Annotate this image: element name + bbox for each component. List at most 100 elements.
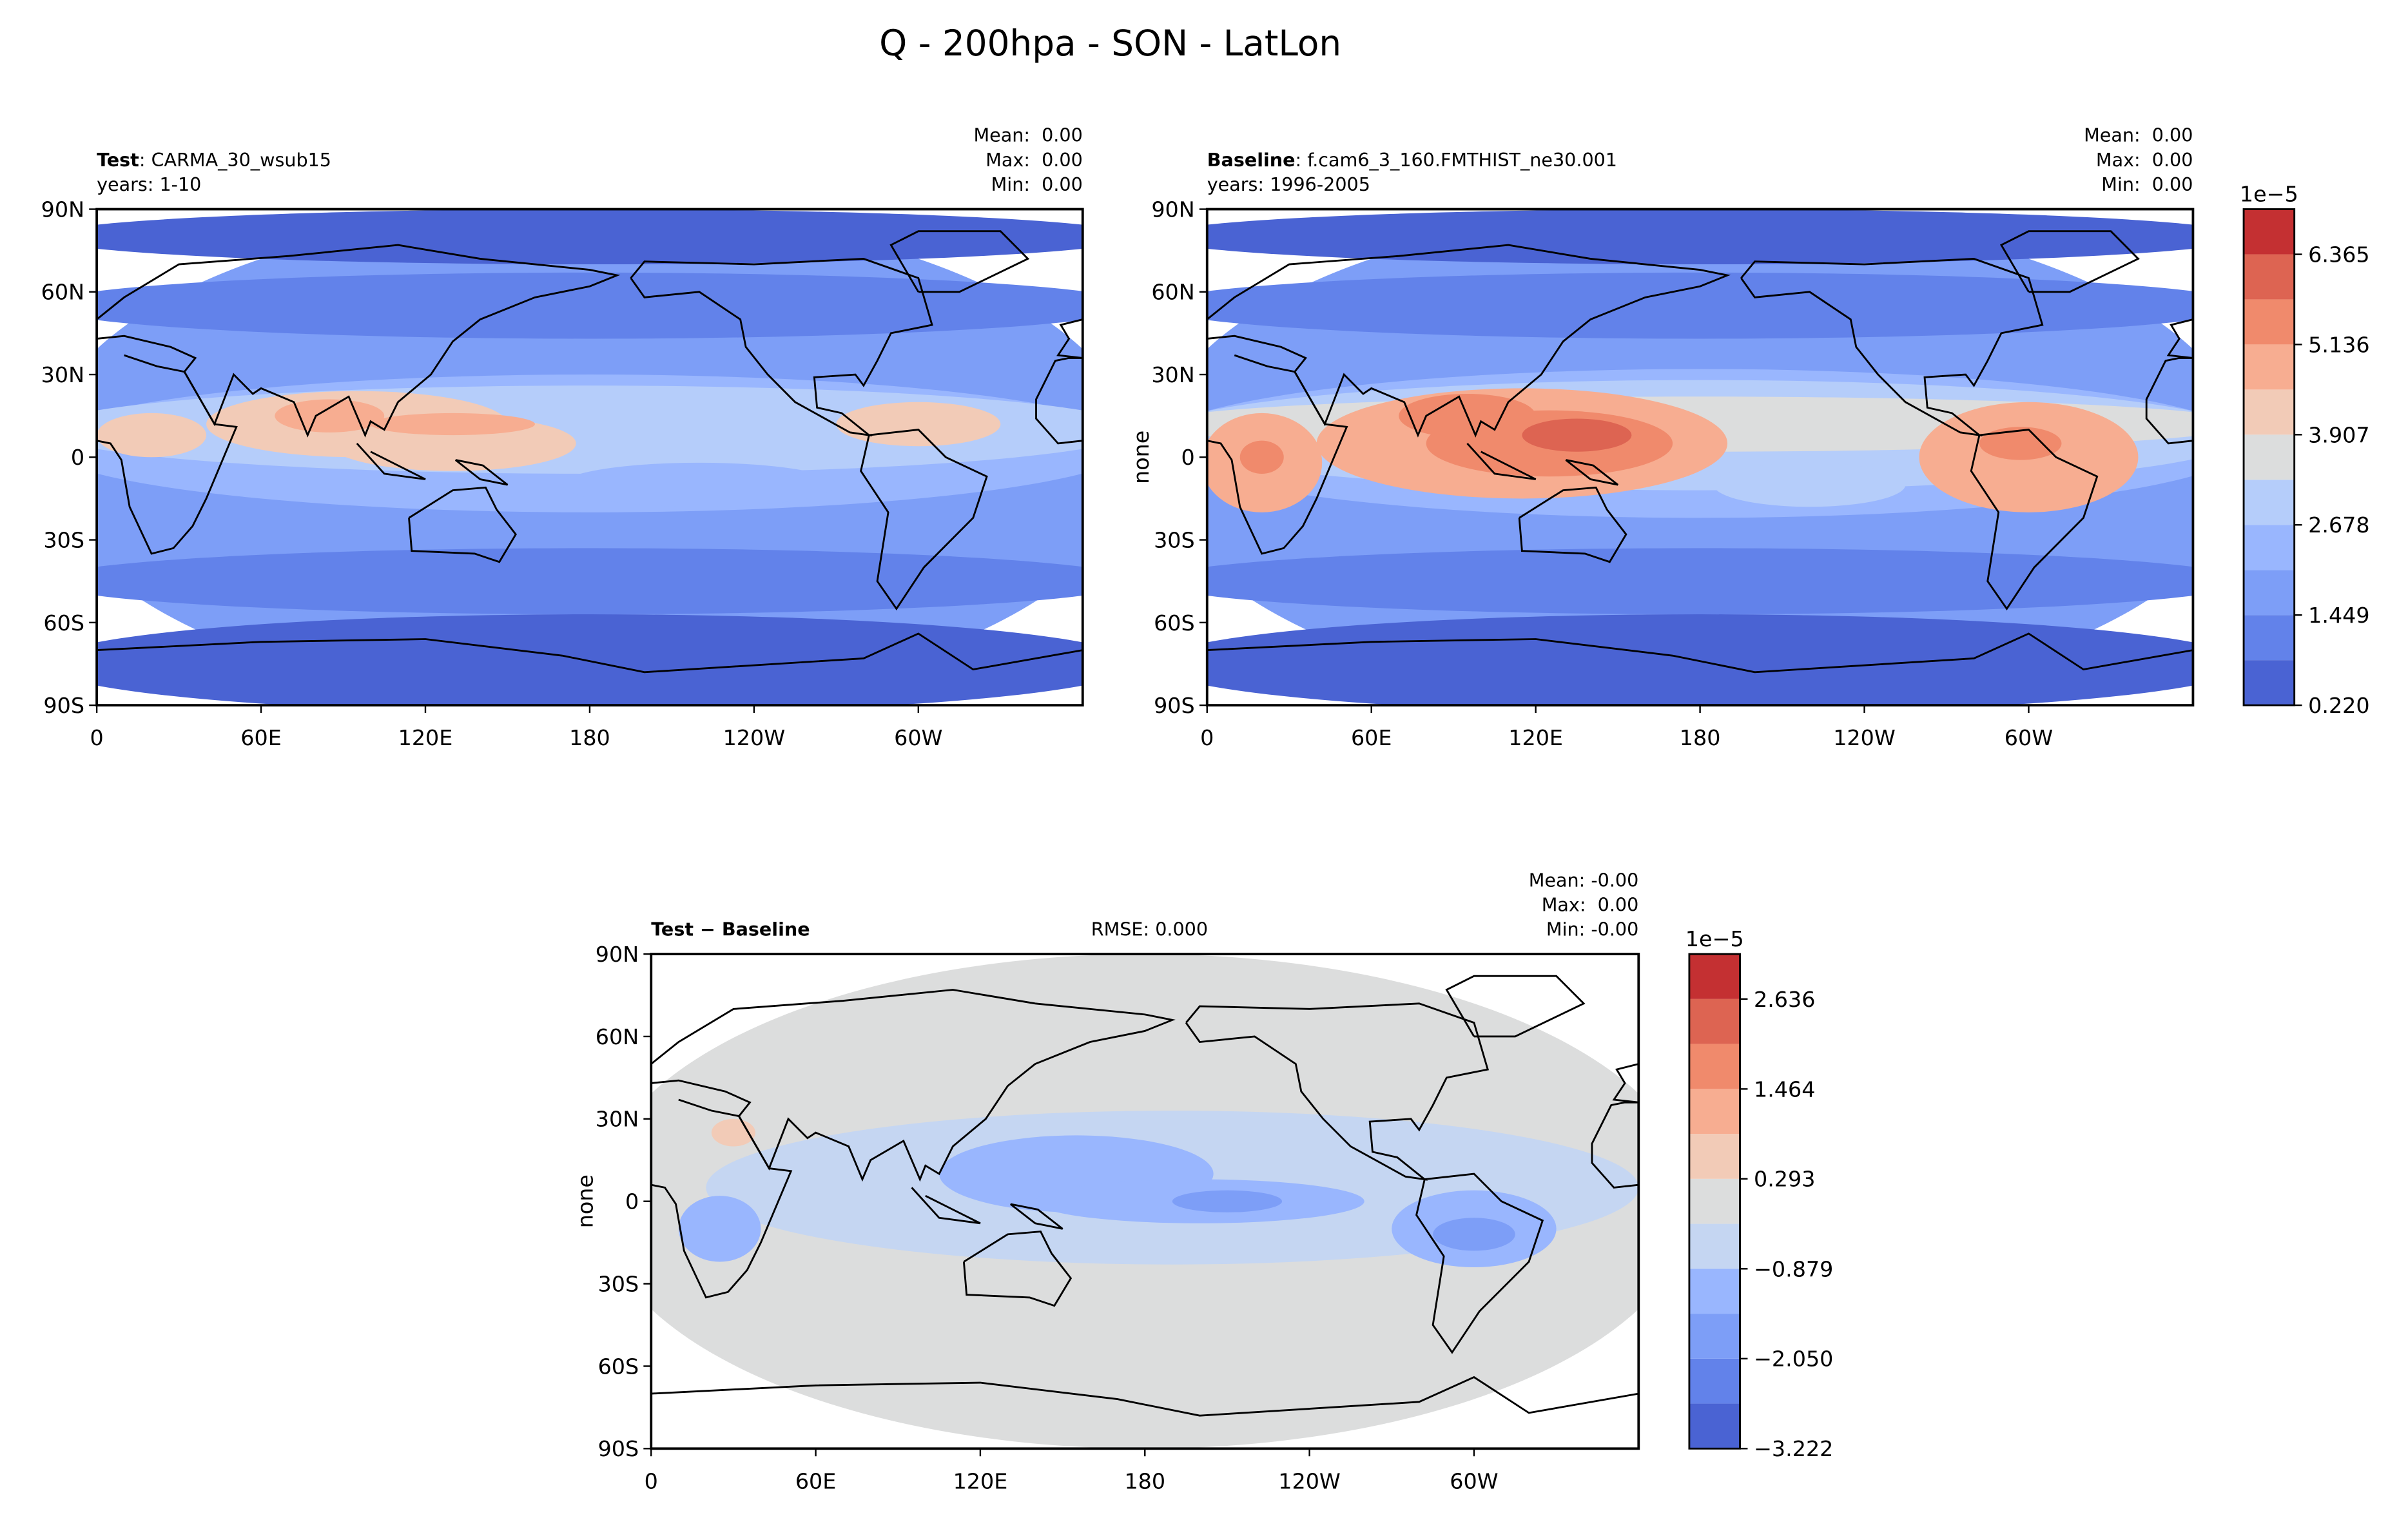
coastline [860,429,988,611]
colorbar-swatch [1689,1044,1740,1089]
y-tick-label: 60S [1154,610,1195,636]
y-tick-label: 30N [41,362,84,387]
y-tick-label: 30S [43,527,84,552]
coastline [630,258,933,437]
y-tick-label: 90S [598,1436,639,1461]
y-tick-label: 60N [596,1024,639,1049]
stat: Min: 0.00 [991,173,1083,195]
contour-region [1522,418,1632,452]
y-tick-label: 0 [1181,445,1194,470]
coastline [1445,975,1586,1038]
panel-case: : CARMA_30_wsub15 [139,149,331,171]
coastline [911,1187,981,1225]
coastline [1740,258,2044,437]
coastline [651,1376,1639,1417]
colorbar-offset: 1e−5 [1685,926,1744,951]
contour-region [1172,1190,1283,1212]
coastline [1009,1203,1063,1230]
x-tick-label: 120E [1508,725,1563,750]
coastline [97,632,1083,674]
x-tick-label: 60W [2005,725,2053,750]
colorbar-swatch [2244,299,2295,345]
contour-region [371,413,535,436]
colorbar-frame [1688,953,1741,1450]
colorbar-tick-label: 6.365 [2308,242,2369,267]
colorbar-swatch [2244,570,2295,616]
colorbar-tick-label: 0.293 [1754,1167,1815,1192]
coastline [454,459,509,486]
coastline [1185,1002,1490,1181]
x-tick-label: 60W [894,725,942,750]
colorbar-tick-label: −2.050 [1754,1347,1833,1372]
panel-years: years: 1996-2005 [1207,173,1370,195]
colorbar-swatch [1689,998,1740,1044]
y-tick-label: 90S [43,693,84,718]
coastline [1035,356,1083,445]
x-tick-label: 120W [1833,725,1896,750]
coastline [1207,632,2193,674]
y-tick-label: 30S [598,1271,639,1296]
coastline [1591,1101,1639,1189]
contour-region [1207,614,2193,706]
y-tick-label: 0 [625,1189,639,1214]
panel-label-name: Test [97,149,139,171]
coastline [1415,1173,1544,1354]
colorbar-swatch [1689,1223,1740,1269]
coastline [651,989,1176,1182]
colorbar-tick-label: 3.907 [2308,422,2369,447]
coastline [1056,318,1083,359]
colorbar-tick-label: 0.220 [2308,693,2369,718]
panel-label: Test: CARMA_30_wsub15 [97,149,331,171]
coastline [408,486,517,563]
contour-region [562,462,837,507]
panel-label-name: Baseline [1207,149,1296,171]
colorbar-swatch [1689,1314,1740,1359]
x-tick-label: 60E [1351,725,1392,750]
colorbar-swatch [1689,1269,1740,1314]
x-tick-label: 120W [1278,1468,1341,1494]
panel-label: Test − Baseline [651,919,810,940]
x-tick-label: 180 [1680,725,1721,750]
colorbar-swatch [2244,525,2295,570]
figure-title: Q - 200hpa - SON - LatLon [879,23,1341,64]
y-tick-label: 0 [71,445,84,470]
colorbar-swatch [1689,1134,1740,1179]
stat: Max: 0.00 [986,149,1083,171]
contour-region [1239,440,1284,474]
panel-years: years: 1-10 [97,173,201,195]
x-tick-label: 120E [398,725,453,750]
colorbar-swatch [2244,480,2295,525]
contour-region [836,402,1001,447]
coastline [2145,356,2193,445]
colorbar-swatch [1689,1358,1740,1404]
y-tick-label: 90S [1154,693,1195,718]
stat: Min: 0.00 [2101,173,2193,195]
colorbar-swatch [2244,209,2295,255]
stat: Min: -0.00 [1546,919,1638,940]
colorbar-tick-label: −3.222 [1754,1436,1833,1461]
colorbar-frame [2242,208,2296,706]
colorbar-tick-label: 5.136 [2308,332,2369,357]
x-tick-label: 60W [1450,1468,1498,1494]
colorbar-swatch [1689,1403,1740,1449]
x-tick-label: 180 [1124,1468,1165,1494]
y-tick-label: 90N [41,197,84,222]
contour-region [1713,462,1906,507]
y-tick-label: 30S [1154,527,1195,552]
colorbar-tick-label: 1.449 [2308,603,2369,628]
x-tick-label: 120W [723,725,786,750]
colorbar-swatch [1689,1178,1740,1224]
contour-region [97,209,1083,265]
x-tick-label: 120E [953,1468,1008,1494]
x-tick-label: 60E [795,1468,836,1494]
coastline [1207,244,1731,438]
colorbar-tick-label: 2.678 [2308,512,2369,538]
coastline [1999,230,2140,293]
coastline [2166,318,2193,359]
x-tick-label: 0 [90,725,103,750]
colorbar-swatch [2244,660,2295,706]
contour-region [1433,1218,1515,1251]
coastline [1565,459,1619,486]
map-field [1207,209,2193,706]
contour-region [97,614,1083,706]
